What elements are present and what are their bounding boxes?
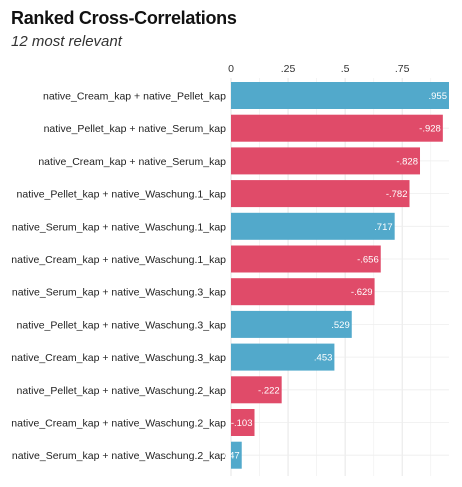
value-label: .717 xyxy=(374,222,393,233)
category-label: native_Serum_kap + native_Waschung.1_kap xyxy=(12,221,226,233)
value-label: .047 xyxy=(221,451,240,462)
category-label: native_Cream_kap + native_Pellet_kap xyxy=(43,91,226,103)
value-label: .529 xyxy=(331,320,350,331)
bar xyxy=(231,441,242,469)
value-label: .453 xyxy=(314,353,333,364)
value-label: -.928 xyxy=(419,124,441,135)
value-label: -.828 xyxy=(396,156,418,167)
value-label: -.222 xyxy=(258,385,280,396)
category-label: native_Pellet_kap + native_Waschung.2_ka… xyxy=(17,385,227,397)
bar xyxy=(231,310,352,338)
category-label: native_Serum_kap + native_Waschung.2_kap xyxy=(12,450,226,462)
category-label: native_Pellet_kap + native_Waschung.3_ka… xyxy=(17,319,227,331)
value-label: -.629 xyxy=(351,287,373,298)
bar xyxy=(231,82,449,109)
value-label: -.103 xyxy=(231,418,253,429)
value-label: -.656 xyxy=(357,255,379,266)
bar xyxy=(231,278,375,306)
bar xyxy=(231,212,395,240)
category-label: native_Pellet_kap + native_Serum_kap xyxy=(44,123,227,135)
bar xyxy=(231,147,421,175)
bar xyxy=(231,180,410,208)
value-label: .955 xyxy=(429,91,448,102)
x-tick-label: .5 xyxy=(341,63,350,75)
bar xyxy=(231,343,335,371)
bar xyxy=(231,114,443,142)
category-label: native_Pellet_kap + native_Waschung.1_ka… xyxy=(17,189,227,201)
x-tick-label: 0 xyxy=(228,63,234,75)
category-label: native_Cream_kap + native_Serum_kap xyxy=(38,156,226,168)
chart-title: Ranked Cross-Correlations xyxy=(11,8,237,28)
x-tick-label: .25 xyxy=(281,63,296,75)
bar xyxy=(231,409,255,436)
x-tick-label: .75 xyxy=(395,63,410,75)
category-label: native_Cream_kap + native_Waschung.2_kap xyxy=(11,418,226,430)
category-label: native_Cream_kap + native_Waschung.1_kap xyxy=(11,254,226,266)
bar xyxy=(231,376,282,404)
value-label: -.782 xyxy=(386,189,408,200)
bar xyxy=(231,245,381,273)
category-label: native_Serum_kap + native_Waschung.3_kap xyxy=(12,287,226,299)
category-label: native_Cream_kap + native_Waschung.3_kap xyxy=(11,352,226,364)
chart-subtitle: 12 most relevant xyxy=(11,33,122,50)
